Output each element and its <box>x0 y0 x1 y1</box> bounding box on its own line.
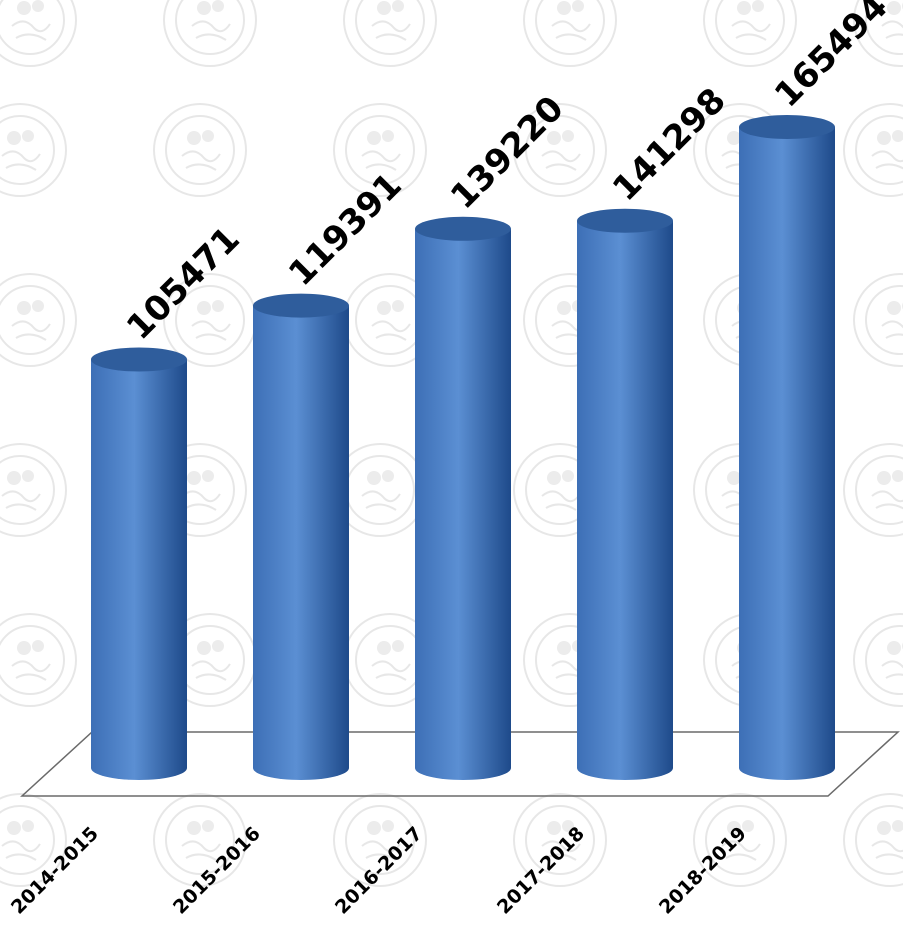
watermark-seal-icon <box>843 103 903 197</box>
bar-body <box>739 127 835 780</box>
data-label: 165494 <box>767 0 896 115</box>
bar-top-cap <box>91 347 187 372</box>
bar <box>577 208 673 780</box>
bars-layer <box>91 115 835 781</box>
watermark-seal-icon <box>523 0 617 67</box>
data-label: 139220 <box>443 89 572 218</box>
bar <box>91 347 187 780</box>
x-axis-ticks: 2014-2015 2015-2016 2016-2017 2017-2018 2018… <box>7 823 751 919</box>
watermark-seal-icon <box>163 0 257 67</box>
bar-top-cap <box>415 216 511 241</box>
watermark-seal-icon <box>153 103 247 197</box>
watermark-seal-icon <box>853 613 903 707</box>
watermark-seal-icon <box>853 273 903 367</box>
bar-body <box>415 228 511 781</box>
watermark-seal-icon <box>703 0 797 67</box>
bar-top-cap <box>739 115 835 140</box>
data-label: 105471 <box>119 219 248 348</box>
watermark-seal-icon <box>343 0 437 67</box>
watermark-seal-icon <box>0 103 67 197</box>
bar-body <box>253 305 349 780</box>
watermark-seal-icon <box>0 613 77 707</box>
x-tick-label: 2014-2015 <box>7 823 103 919</box>
bar-top-cap <box>253 293 349 318</box>
watermark-seal-icon <box>843 793 903 887</box>
bar <box>415 216 511 781</box>
watermark-seal-icon <box>843 443 903 537</box>
data-label: 141298 <box>605 80 734 209</box>
bar-body <box>577 220 673 780</box>
chart-floor <box>20 731 900 797</box>
bar <box>253 293 349 780</box>
watermark-seal-icon <box>0 273 77 367</box>
watermark-seal-icon <box>0 0 77 67</box>
bar-body <box>91 359 187 780</box>
watermark-seal-icon <box>0 443 67 537</box>
bar <box>739 115 835 780</box>
x-tick-label: 2018-2019 <box>655 823 751 919</box>
bar-top-cap <box>577 208 673 233</box>
